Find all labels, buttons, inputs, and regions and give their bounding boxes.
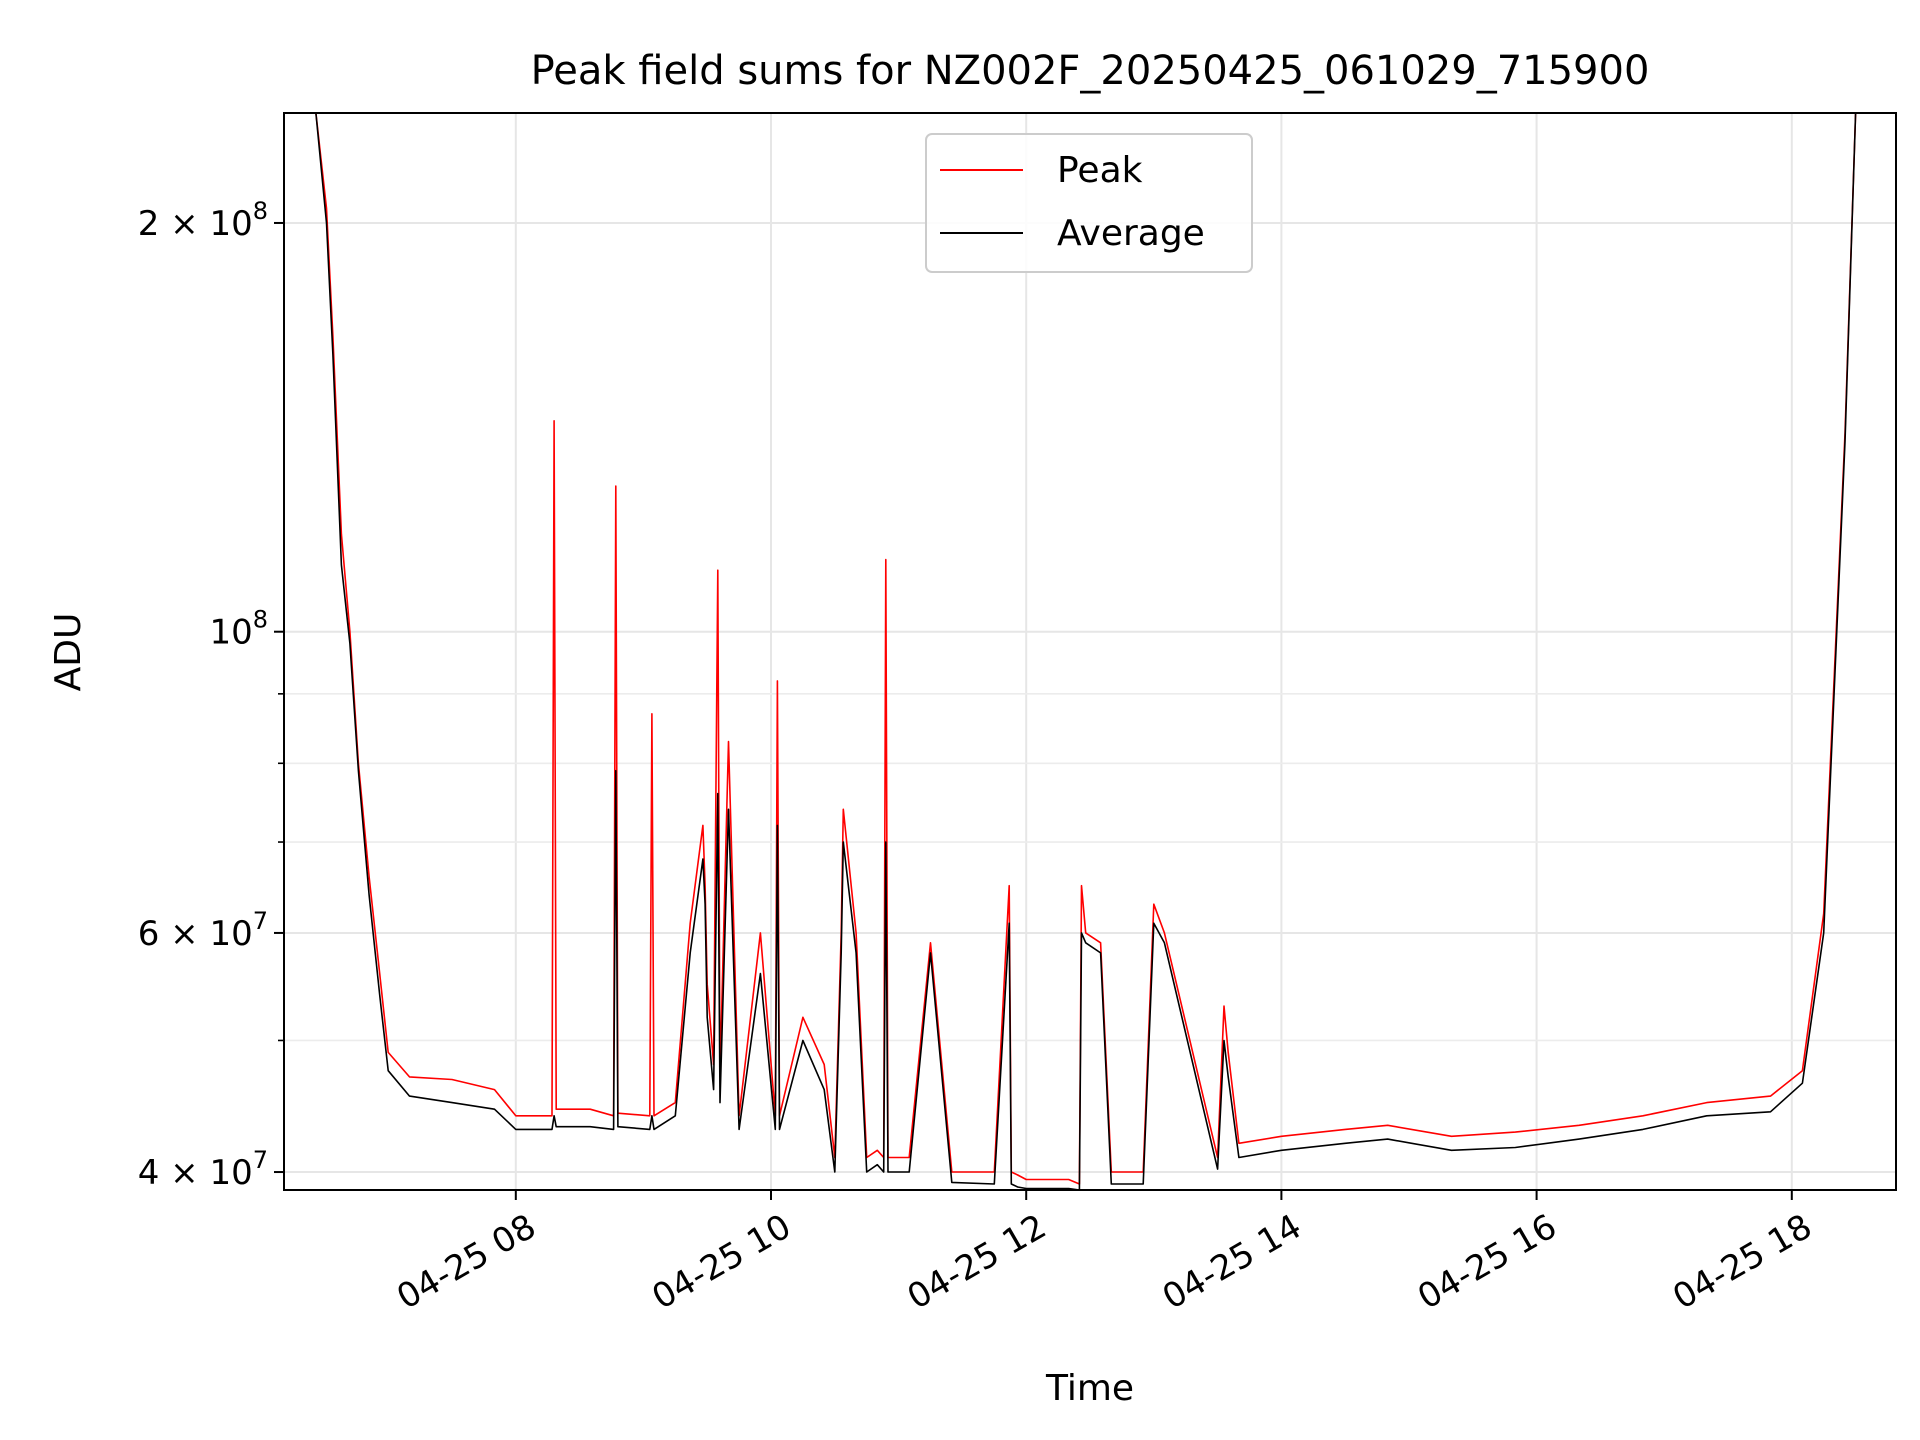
y-axis-label: ADU: [48, 613, 89, 692]
series-line-average: [284, 113, 1896, 1190]
y-axis-ticks: 4 × 107 6 × 107 108 2 × 108: [138, 197, 284, 1193]
x-tick-label: 04-25 08: [390, 1207, 542, 1318]
x-tick-label: 04-25 12: [901, 1207, 1053, 1318]
legend-peak-label: Peak: [1057, 150, 1143, 191]
series-line-peak: [284, 113, 1896, 1185]
x-axis-label: Time: [1045, 1368, 1134, 1409]
chart-title: Peak field sums for NZ002F_20250425_0610…: [531, 48, 1650, 94]
plot-area-frame: [283, 112, 1897, 1191]
legend-average-label: Average: [1057, 213, 1205, 254]
x-tick-label: 04-25 14: [1156, 1207, 1308, 1318]
x-tick-label: 04-25 18: [1666, 1207, 1818, 1318]
x-axis-ticks: 04-25 08 04-25 10 04-25 12 04-25 14 04-25 16…: [390, 1190, 1819, 1318]
y-tick-label: 108: [209, 606, 268, 653]
legend: Peak Average: [925, 133, 1253, 273]
y-tick-label: 2 × 108: [138, 197, 268, 244]
x-tick-label: 04-25 16: [1411, 1207, 1563, 1318]
x-tick-label: 04-25 10: [646, 1207, 798, 1318]
legend-box: [925, 133, 1253, 273]
y-tick-label: 4 × 107: [138, 1146, 268, 1193]
series-lines: [284, 113, 1896, 1190]
grid-lines: [284, 113, 1896, 1190]
y-tick-label: 6 × 107: [138, 907, 268, 954]
